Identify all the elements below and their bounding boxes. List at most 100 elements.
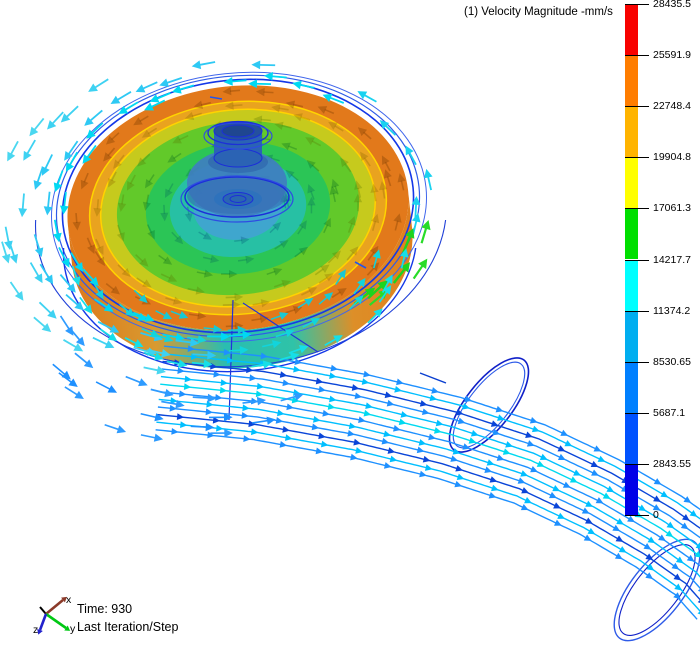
streamline-arrowhead [350, 453, 358, 461]
surface-vector-arrow [110, 171, 117, 182]
velocity-vector-arrow [411, 195, 421, 205]
surface-vector-arrow [394, 220, 399, 231]
velocity-vector-arrow [56, 170, 64, 186]
velocity-vector-arrow [207, 393, 217, 403]
velocity-vector-arrow [97, 320, 113, 330]
streamline-arrowhead [653, 478, 662, 485]
wireframe-ellipse [61, 78, 415, 334]
streamline-arrowhead [277, 409, 285, 417]
velocity-vector-arrow [175, 399, 185, 409]
velocity-vector-arrow [18, 208, 28, 218]
streamline-arrowhead [520, 503, 529, 511]
streamline [155, 429, 698, 620]
velocity-vector-arrow [304, 298, 314, 307]
velocity-vector-arrow [275, 332, 288, 338]
streamline-arrowhead [184, 375, 192, 383]
axis-y-line [45, 612, 67, 630]
velocity-vector-arrow [166, 77, 183, 84]
velocity-vector-arrow [163, 334, 174, 343]
velocity-vector-arrow [382, 285, 392, 295]
streamline-arrowhead [383, 462, 392, 469]
streamline-arrowhead [697, 611, 700, 615]
velocity-vector-arrow [357, 277, 366, 288]
streamline-arrowhead [521, 487, 529, 494]
velocity-vector-arrow [4, 226, 10, 243]
velocity-vector-arrow [150, 329, 160, 338]
surface-vector-arrow [379, 181, 388, 191]
streamline-arrowhead [486, 459, 495, 466]
axis-z-arrowhead [37, 628, 43, 635]
velocity-vector-arrow [349, 299, 359, 310]
streamline-arrowhead [421, 408, 430, 416]
streamline [162, 360, 700, 529]
velocity-vector-arrow [150, 388, 167, 395]
surface-vector-arrow [96, 199, 100, 210]
velocity-vector-arrow [154, 352, 164, 361]
velocity-vector-arrow [299, 83, 315, 89]
velocity-vector-arrow [65, 162, 75, 172]
velocity-vector-arrow [271, 340, 282, 349]
surface-vector-arrow [196, 271, 206, 275]
wireframe-ellipse [51, 71, 427, 343]
surface-vector-arrow [331, 250, 341, 260]
surface-vector-arrow [234, 293, 244, 302]
velocity-vector-arrow [187, 336, 200, 341]
velocity-vector-arrow [86, 144, 97, 159]
velocity-vector-arrow [162, 333, 178, 339]
velocity-vector-arrow [153, 433, 164, 442]
surface-vector-arrow [307, 184, 316, 194]
streamline-arrowhead [666, 521, 675, 529]
surface-vector-arrow [285, 100, 296, 109]
velocity-vector-arrow [279, 312, 289, 320]
surface-vector-arrow [381, 155, 390, 165]
velocity-vector-arrow [379, 120, 390, 130]
surface-vector-arrow [231, 300, 241, 310]
surface-vector-arrow [228, 269, 238, 279]
surface-vector-arrow [75, 212, 78, 224]
surface-vector-arrow [251, 317, 262, 322]
velocity-vector-arrow [51, 111, 64, 125]
streamline-arrowhead [618, 546, 627, 553]
surface-vector-arrow [107, 147, 116, 157]
velocity-vector-arrow [357, 91, 368, 100]
wireframe-ellipse [452, 361, 526, 449]
streamline-arrowhead [248, 420, 256, 428]
velocity-vector-arrow [178, 311, 189, 319]
velocity-vector-arrow [289, 352, 300, 361]
velocity-vector-arrow [192, 396, 209, 399]
streamline-arrowhead [393, 424, 401, 432]
streamline-arrowhead [697, 588, 700, 592]
velocity-vector-arrow [104, 423, 120, 431]
velocity-vector-arrow [178, 359, 188, 368]
velocity-vector-arrow [207, 350, 217, 360]
surface-vector-arrow [307, 287, 318, 295]
surface-vector-arrow [307, 196, 316, 206]
streamline-arrowhead [490, 420, 499, 427]
velocity-vector-arrow [412, 220, 418, 235]
velocity-vector-arrow [138, 294, 148, 304]
triad-caret [39, 606, 47, 615]
streamline-arrowhead [428, 433, 436, 441]
surface-vector-arrow [240, 236, 250, 245]
streamline-arrowhead [256, 382, 265, 390]
velocity-vector-arrow [414, 203, 418, 218]
surface-vector-arrow [117, 264, 126, 273]
velocity-vector-arrow [71, 265, 78, 279]
streamline-arrowhead [260, 352, 268, 360]
velocity-vector-arrow [164, 388, 174, 398]
streamline-arrowhead [174, 359, 182, 366]
streamline-arrowhead [470, 429, 479, 437]
velocity-vector-arrow [262, 343, 275, 348]
streamline-arrowhead [616, 518, 624, 525]
surface-vector-arrow [274, 121, 284, 130]
streamline-arrowhead [398, 418, 407, 426]
surface-vector-arrow [324, 273, 334, 282]
velocity-vector-arrow [263, 71, 274, 81]
velocity-vector-arrow [418, 258, 428, 269]
velocity-vector-arrow [7, 151, 16, 162]
surface-vector-arrow [281, 279, 291, 288]
velocity-vector-arrow [150, 99, 166, 108]
impeller-hub [180, 120, 294, 223]
velocity-vector-arrow [89, 276, 99, 287]
